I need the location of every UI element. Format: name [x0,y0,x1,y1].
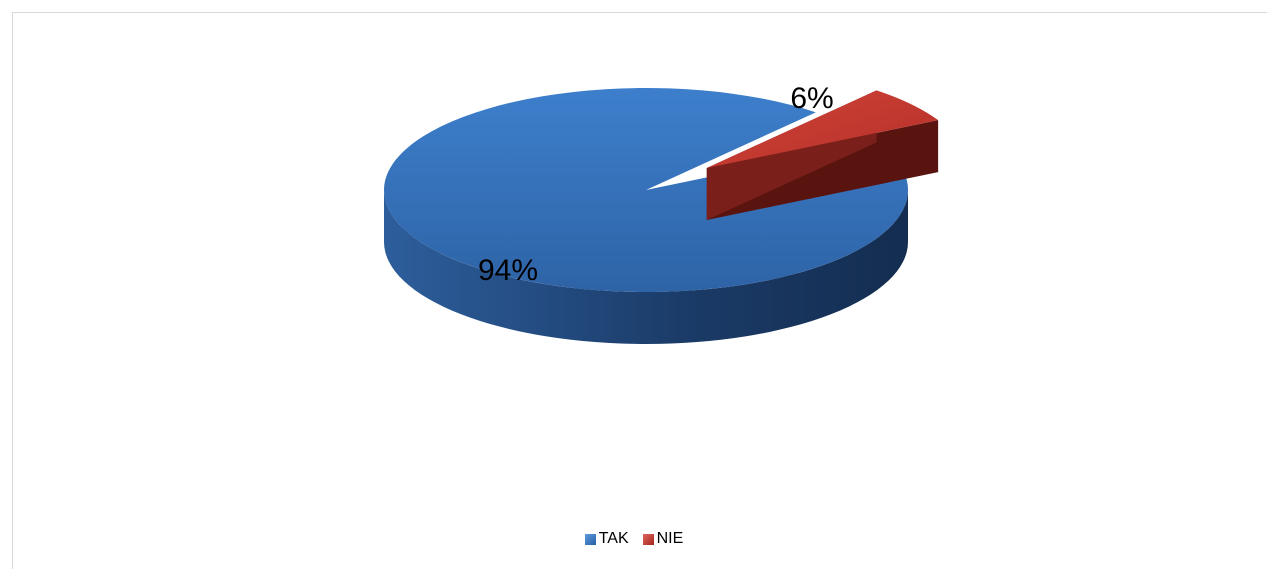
pie-slice-nie [706,90,939,221]
legend-item-tak: TAK [584,530,629,548]
legend-label-tak: TAK [598,530,629,547]
pie-slice-side [384,190,908,344]
data-label-tak: 94% [478,254,538,287]
data-label-nie: 6% [790,82,833,115]
chart-frame [12,12,1267,569]
chart-legend: TAK NIE [0,530,1268,548]
legend-swatch-tak [584,533,596,545]
pie-slice-top [384,87,909,292]
pie-slice-top [706,90,939,169]
pie-slice-wall [706,120,939,221]
pie-chart: 94% 6% [384,82,939,344]
legend-item-nie: NIE [642,530,684,548]
legend-swatch-nie [642,533,654,545]
pie-slice-tak [384,87,909,344]
legend-label-nie: NIE [656,530,684,547]
